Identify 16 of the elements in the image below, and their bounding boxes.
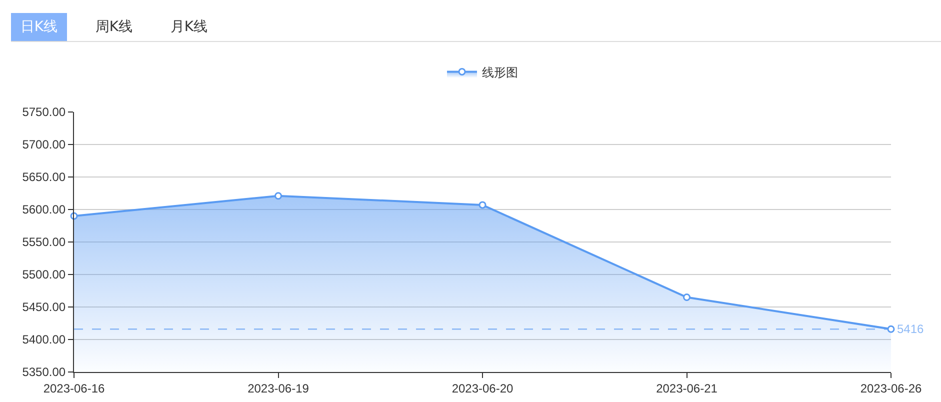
y-tick-label: 5500.00 [22,268,66,282]
legend-label: 线形图 [482,65,518,80]
y-tick-label: 5550.00 [22,235,66,250]
y-tick-label: 5750.00 [22,105,66,120]
y-tick-label: 5450.00 [22,300,66,314]
y-tick-label: 5600.00 [22,202,66,217]
y-tick-label: 5700.00 [22,138,66,152]
y-tick-label: 5350.00 [22,365,66,380]
x-tick-label: 2023-06-20 [452,381,514,396]
x-tick-label: 2023-06-21 [656,381,718,396]
x-tick-label: 2023-06-19 [248,381,310,396]
y-tick-label: 5650.00 [22,170,66,184]
x-tick-label: 2023-06-16 [43,381,106,396]
ref-line-label: 5416 [897,322,924,336]
y-tick-label: 5400.00 [22,332,66,347]
x-tick-label: 2023-06-26 [860,381,922,396]
